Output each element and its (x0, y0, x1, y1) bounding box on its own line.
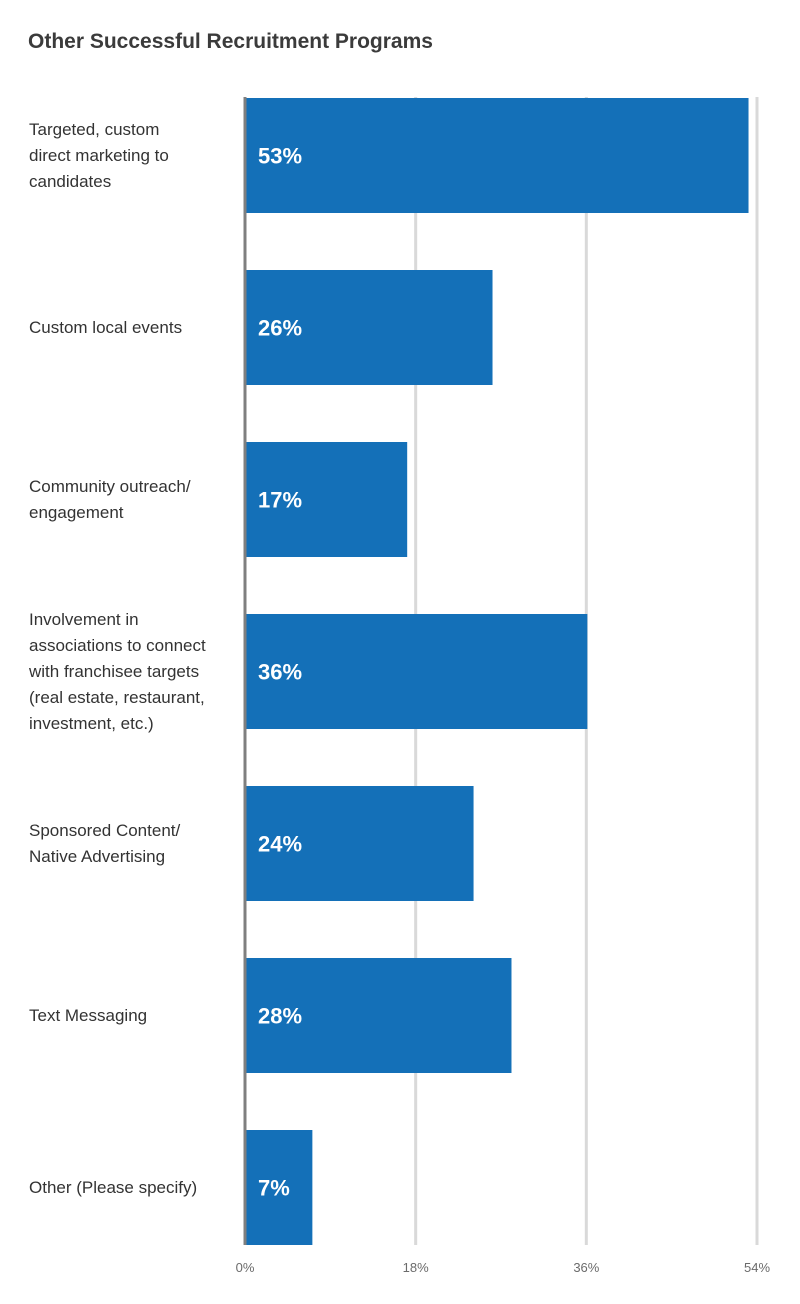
bar-value-label-2: 26% (258, 316, 302, 341)
bar-4 (246, 614, 588, 729)
category-label-4: Involvement in associations to connect w… (29, 609, 206, 733)
bar-5 (246, 786, 474, 901)
category-label-3: Community outreach/ engagement (29, 476, 191, 522)
bar-value-label-5: 24% (258, 832, 302, 857)
x-tick-labels: 0% 18% 36% 54% (236, 1260, 771, 1275)
bar-7 (246, 1130, 313, 1245)
bar-1 (246, 98, 749, 213)
x-tick-label-18: 18% (403, 1260, 429, 1275)
bar-value-label-6: 28% (258, 1004, 302, 1029)
x-tick-label-0: 0% (236, 1260, 255, 1275)
category-label-5: Sponsored Content/ Native Advertising (29, 820, 181, 866)
bar-6 (246, 958, 512, 1073)
chart-title: Other Successful Recruitment Programs (28, 30, 433, 53)
x-tick-label-54: 54% (744, 1260, 770, 1275)
bar-value-label-7: 7% (258, 1176, 290, 1201)
bars: 53% 26% 17% 36% 24% 28% 7% (246, 98, 749, 1245)
category-label-1: Targeted, custom direct marketing to can… (29, 119, 169, 191)
bar-3 (246, 442, 408, 557)
bar-2 (246, 270, 493, 385)
bar-value-label-3: 17% (258, 488, 302, 513)
bar-value-label-1: 53% (258, 144, 302, 169)
bar-value-label-4: 36% (258, 660, 302, 685)
x-tick-label-36: 36% (573, 1260, 599, 1275)
category-label-6: Text Messaging (29, 1005, 148, 1025)
category-label-2: Custom local events (29, 317, 183, 337)
category-label-7: Other (Please specify) (29, 1177, 198, 1197)
